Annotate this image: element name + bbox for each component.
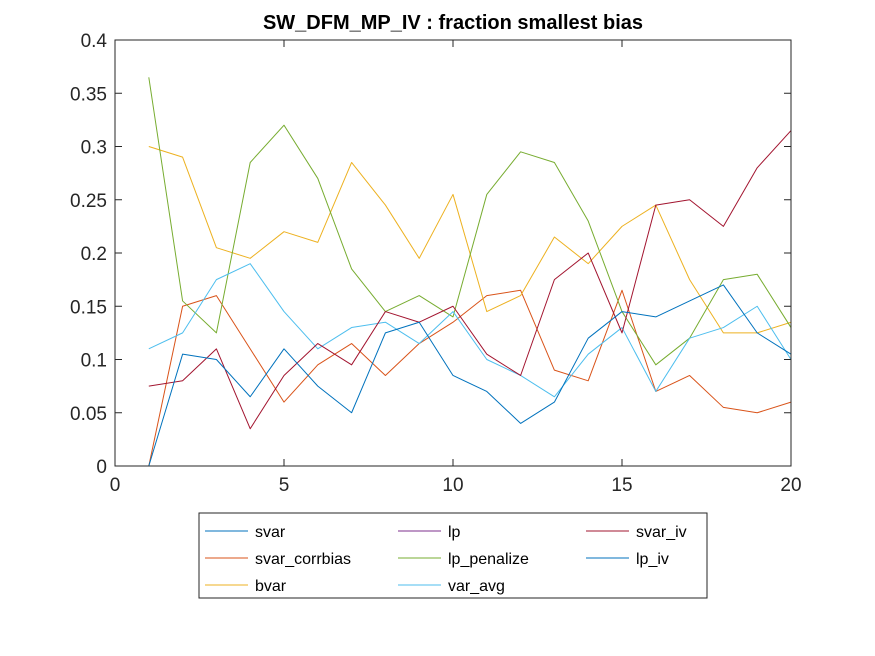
- legend-label-lp: lp: [448, 524, 461, 541]
- y-tick-label: 0.15: [70, 297, 107, 318]
- legend-box: [198, 512, 708, 599]
- y-tick-label: 0.35: [70, 84, 107, 105]
- legend-label-lp-iv: lp_iv: [636, 551, 669, 568]
- y-tick-label: 0.3: [81, 138, 107, 159]
- legend-label-svar: svar: [255, 524, 286, 541]
- y-tick-label: 0.1: [81, 351, 107, 372]
- x-tick-label: 15: [611, 475, 632, 496]
- legend-label-svar-corrbias: svar_corrbias: [255, 551, 351, 568]
- series-line-svar-corrbias: [148, 289, 792, 467]
- y-tick-label: 0.2: [81, 244, 107, 265]
- x-axis: 0 5 10 15 20: [110, 40, 802, 496]
- legend-label-bvar: bvar: [255, 578, 287, 595]
- y-tick-label: 0.4: [81, 31, 108, 52]
- series-line-svar-iv: [148, 130, 792, 430]
- legend: svar lp svar_iv svar_corrbias lp_penalize lp_…: [198, 512, 708, 599]
- y-tick-label: 0: [96, 457, 107, 478]
- x-tick-label: 10: [442, 475, 463, 496]
- series-line-lp-penalize: [148, 77, 792, 366]
- y-axis: 0 0.05 0.1 0.15 0.2 0.25 0.3 0.35 0.4: [70, 31, 791, 478]
- x-tick-label: 0: [110, 475, 121, 496]
- legend-label-var-avg: var_avg: [448, 578, 505, 595]
- x-tick-label: 20: [780, 475, 801, 496]
- series-line-lp-iv: [148, 284, 792, 467]
- chart-title: SW_DFM_MP_IV : fraction smallest bias: [263, 12, 643, 34]
- x-tick-label: 5: [279, 475, 290, 496]
- legend-label-lp-penalize: lp_penalize: [448, 551, 529, 568]
- series-line-var-avg: [148, 263, 792, 398]
- y-tick-label: 0.25: [70, 191, 107, 212]
- y-tick-label: 0.05: [70, 404, 107, 425]
- series-line-bvar: [148, 146, 792, 334]
- legend-label-svar-iv: svar_iv: [636, 524, 687, 541]
- plot-area: [115, 40, 791, 466]
